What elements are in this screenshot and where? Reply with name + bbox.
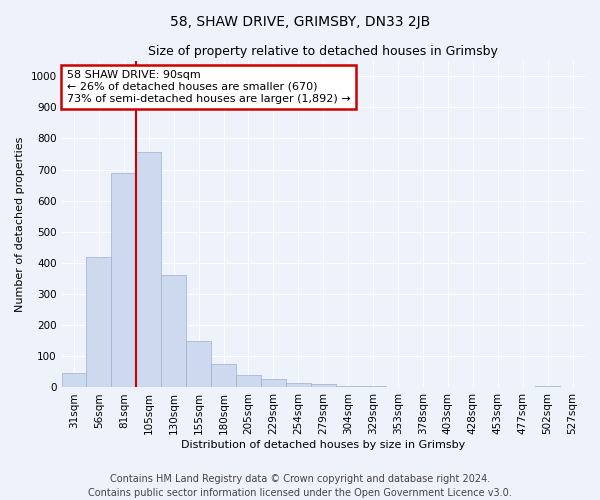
Text: Contains HM Land Registry data © Crown copyright and database right 2024.
Contai: Contains HM Land Registry data © Crown c… (88, 474, 512, 498)
Y-axis label: Number of detached properties: Number of detached properties (15, 136, 25, 312)
Bar (535, 386, 560, 388)
Bar (361, 386, 386, 388)
Bar (336, 386, 361, 388)
Bar (560, 386, 585, 388)
Bar (286, 383, 311, 388)
Bar (261, 379, 286, 388)
Bar (112, 172, 136, 388)
Title: Size of property relative to detached houses in Grimsby: Size of property relative to detached ho… (148, 45, 498, 58)
Bar (136, 152, 161, 388)
Bar (62, 373, 86, 388)
Text: 58, SHAW DRIVE, GRIMSBY, DN33 2JB: 58, SHAW DRIVE, GRIMSBY, DN33 2JB (170, 15, 430, 29)
Bar (161, 276, 186, 388)
Text: 58 SHAW DRIVE: 90sqm
← 26% of detached houses are smaller (670)
73% of semi-deta: 58 SHAW DRIVE: 90sqm ← 26% of detached h… (67, 70, 350, 104)
Bar (311, 384, 336, 388)
Bar (211, 364, 236, 388)
Bar (186, 341, 211, 388)
Bar (236, 375, 261, 388)
Bar (410, 387, 436, 388)
X-axis label: Distribution of detached houses by size in Grimsby: Distribution of detached houses by size … (181, 440, 466, 450)
Bar (86, 256, 112, 388)
Bar (386, 386, 410, 388)
